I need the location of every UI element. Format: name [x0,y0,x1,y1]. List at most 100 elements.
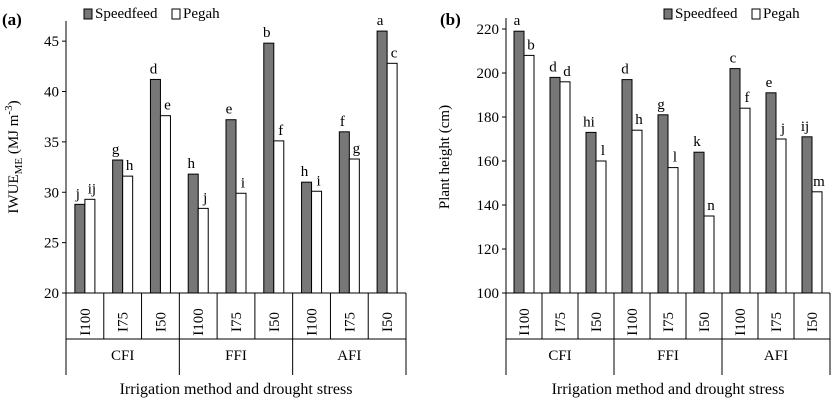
category-label: I100 [625,308,641,336]
significance-letter: i [241,175,245,191]
y-tick-label: 30 [44,185,59,201]
category-label: I75 [116,312,132,332]
y-tick-label: 20 [44,286,59,302]
legend-swatch-speedfeed [663,8,673,20]
x-axis-label: Irrigation method and drought stress [552,381,785,398]
significance-letter: hi [583,114,595,130]
bar-pegah [775,138,787,294]
category-label: I100 [78,308,94,336]
significance-letter: ij [801,119,809,135]
significance-letter: i [316,173,320,189]
y-tick-label: 180 [477,110,500,126]
significance-letter: ij [88,181,96,197]
bar-pegah [523,54,535,294]
legend-swatch-speedfeed [83,8,93,20]
x-axis-label: Irrigation method and drought stress [120,381,353,398]
bar-pegah [159,115,171,294]
category-label: I75 [769,312,785,332]
category-label: I75 [229,312,245,332]
legend: Speedfeed Pegah [83,6,220,22]
category-label: I50 [805,312,821,332]
bar-speedfeed [729,68,741,294]
bar-pegah [348,158,360,294]
category-label: I50 [267,312,283,332]
category-label: I50 [697,312,713,332]
significance-letter: g [112,142,120,158]
bar-pegah [386,62,398,294]
bar-pegah [811,191,823,294]
category-label: I50 [380,312,396,332]
significance-letter: k [693,134,701,150]
group-label: CFI [111,348,134,364]
significance-letter: j [202,190,207,206]
category-label: I50 [153,312,169,332]
category-label: I100 [733,308,749,336]
significance-letter: m [813,174,825,190]
y-axis-label: Plant height (cm) [437,105,453,209]
significance-letter: e [164,98,171,114]
category-label: I75 [661,312,677,332]
y-tick-label: 120 [477,242,500,258]
group-label: CFI [548,348,571,364]
bar-speedfeed [801,136,813,294]
significance-letter: f [340,114,345,130]
significance-letter: j [780,121,785,137]
legend-label-pegah: Pegah [183,6,220,22]
bar-speedfeed [263,42,275,294]
bar-speedfeed [765,92,777,294]
significance-letter: d [150,61,158,77]
legend-label-pegah: Pegah [763,6,800,22]
group-label: FFI [657,348,679,364]
bar-speedfeed [513,30,525,294]
bar-pegah [667,167,679,294]
bar-speedfeed [621,79,633,294]
y-tick-label: 200 [477,66,500,82]
bar-speedfeed [187,173,199,294]
significance-letter: e [766,75,773,91]
y-tick-label: 45 [44,34,59,50]
legend-label-speedfeed: Speedfeed [95,6,158,22]
category-label: I75 [553,312,569,332]
y-tick-label: 35 [44,135,59,151]
significance-letter: b [527,37,535,53]
category-label: I100 [191,308,207,336]
legend-label-speedfeed: Speedfeed [675,6,738,22]
legend-swatch-pegah [171,8,181,20]
significance-letter: d [563,64,571,80]
category-label: I75 [342,312,358,332]
bar-speedfeed [225,119,237,294]
significance-letter: l [601,143,605,159]
y-tick-label: 40 [44,85,59,101]
y-tick-label: 140 [477,198,500,214]
significance-letter: d [621,62,629,78]
bar-speedfeed [376,30,388,294]
bar-pegah [311,190,323,294]
bar-speedfeed [112,159,124,294]
bar-pegah [197,207,209,294]
legend-swatch-pegah [751,8,761,20]
significance-letter: a [377,13,384,29]
significance-letter: h [126,158,134,174]
significance-letter: g [657,97,665,113]
group-label: AFI [764,348,788,364]
y-tick-label: 160 [477,154,500,170]
y-tick-label: 100 [477,286,500,302]
bar-speedfeed [693,151,705,294]
bar-speedfeed [74,203,86,294]
bar-pegah [739,107,751,294]
significance-letter: f [745,90,750,106]
panel-label: (a) [2,10,22,29]
category-label: I50 [589,312,605,332]
bar-speedfeed [149,78,161,294]
bar-pegah [84,198,96,294]
significance-letter: n [707,198,715,214]
chart-panel-b: (b) 100 120 140 160 180 200 220 Plant height (cm… [437,6,831,398]
group-label: AFI [337,348,361,364]
category-label: I100 [517,308,533,336]
bar-speedfeed [549,76,561,294]
group-label: FFI [225,348,247,364]
bar-pegah [595,160,607,294]
significance-letter: h [301,164,309,180]
